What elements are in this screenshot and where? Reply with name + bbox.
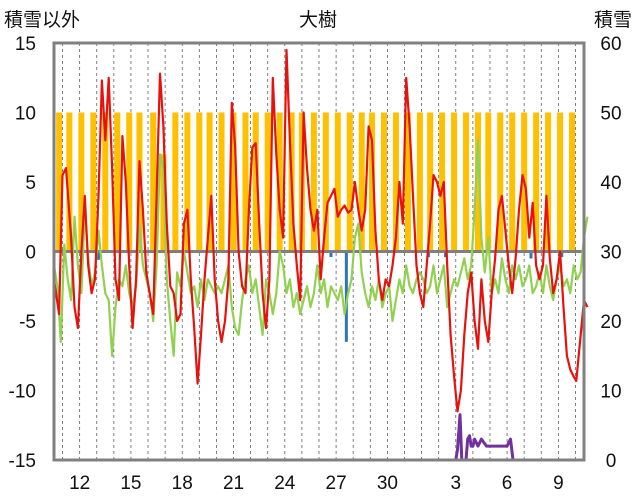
x-tick-label: 24 <box>274 473 296 494</box>
right-tick-label: 10 <box>600 382 621 403</box>
snow-depth-line <box>54 413 584 462</box>
precipitation-bar <box>329 251 333 258</box>
sunshine-bar <box>126 112 133 252</box>
sunshine-bar <box>569 112 576 252</box>
left-tick-label: 5 <box>25 173 36 194</box>
sunshine-bar <box>102 112 109 252</box>
x-tick-label: 18 <box>172 473 193 494</box>
right-tick-label: 0 <box>606 451 617 472</box>
sunshine-bar <box>416 112 423 252</box>
right-tick-label: 60 <box>600 34 621 55</box>
left-tick-label: -10 <box>9 382 36 403</box>
sunshine-bar <box>404 112 411 252</box>
precipitation-bar <box>96 251 100 260</box>
sunshine-bar <box>276 112 283 252</box>
sunshine-bar <box>380 112 387 252</box>
right-tick-label: 50 <box>600 104 621 125</box>
left-tick-labels: 15 10 5 0 -5 -10 -15 <box>9 34 36 472</box>
x-tick-label: 12 <box>69 473 90 494</box>
x-tick-label: 27 <box>326 473 347 494</box>
sunshine-bar <box>346 112 353 252</box>
right-tick-labels: 60 50 40 30 20 10 0 <box>600 34 621 472</box>
sunshine-bar <box>557 112 564 252</box>
sunshine-bar <box>322 112 329 252</box>
series-lines <box>52 48 589 462</box>
sunshine-bar <box>230 112 237 252</box>
sunshine-bar <box>533 112 540 252</box>
x-tick-label: 9 <box>553 473 564 494</box>
precipitation-bar <box>560 251 564 258</box>
x-tick-label: 3 <box>450 473 461 494</box>
sunshine-bar <box>150 112 157 252</box>
sunshine-bar <box>310 112 317 252</box>
left-tick-label: 15 <box>15 34 36 55</box>
left-tick-label: -15 <box>9 451 36 472</box>
x-tick-label: 15 <box>120 473 141 494</box>
x-tick-label: 30 <box>377 473 398 494</box>
plot-frame <box>52 41 586 462</box>
left-axis-label: 積雪以外 <box>4 9 80 31</box>
chart-title: 大樹 <box>299 9 337 31</box>
left-tick-label: -5 <box>19 312 36 333</box>
sunshine-bar <box>218 112 225 252</box>
sunshine-bar <box>78 112 85 252</box>
right-axis-label: 積雪 <box>594 9 632 31</box>
precipitation-bar <box>344 251 348 342</box>
sunshine-bar <box>114 112 121 252</box>
sunshine-bar <box>485 112 492 252</box>
right-tick-label: 20 <box>600 312 621 333</box>
sunshine-bar <box>334 112 341 252</box>
sunshine-bar <box>463 112 470 252</box>
sunshine-bar <box>369 112 375 252</box>
x-tick-labels: 12 15 18 21 24 27 30 3 6 9 <box>69 473 564 494</box>
right-tick-label: 30 <box>600 243 621 264</box>
sunshine-bar <box>56 112 63 252</box>
precipitation-bar <box>529 251 533 259</box>
right-tick-label: 40 <box>600 173 621 194</box>
sunshine-bar <box>90 112 97 252</box>
x-tick-label: 21 <box>223 473 244 494</box>
sunshine-bar <box>545 112 552 252</box>
sunshine-bar <box>172 112 179 252</box>
sunshine-bar <box>66 112 73 252</box>
sunshine-bar <box>475 112 481 252</box>
temperature-line <box>52 48 589 413</box>
sunshine-bar <box>392 112 399 252</box>
x-tick-label: 6 <box>502 473 513 494</box>
sunshine-bar <box>242 112 249 252</box>
sunshine-bar <box>509 112 516 252</box>
other-line <box>52 139 589 357</box>
left-tick-label: 0 <box>25 243 36 264</box>
sunshine-bar <box>358 112 365 252</box>
sunshine-bar <box>184 112 191 252</box>
sunshine-bar <box>264 112 271 252</box>
sunshine-bar <box>196 112 203 252</box>
sunshine-bar <box>451 112 458 252</box>
sunshine-bar <box>439 112 446 252</box>
precipitation-bar <box>444 251 448 258</box>
sunshine-bar <box>497 112 504 252</box>
sunshine-bar <box>427 112 434 252</box>
sunshine-bar <box>206 112 213 252</box>
sunshine-bar <box>252 112 259 252</box>
left-tick-label: 10 <box>15 104 36 125</box>
